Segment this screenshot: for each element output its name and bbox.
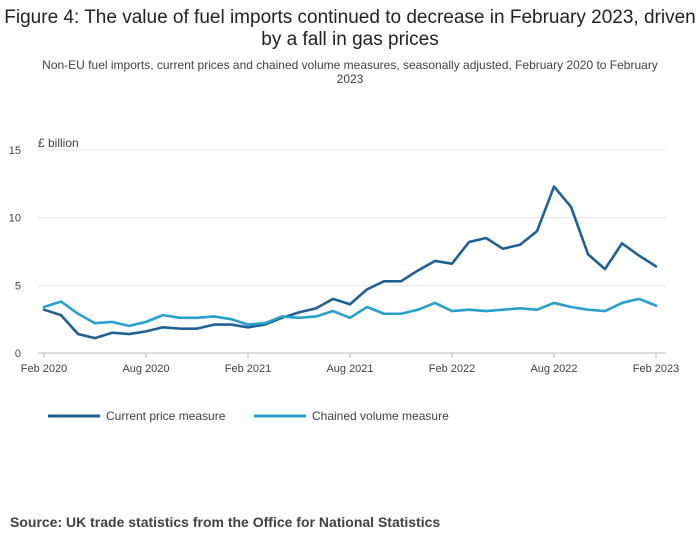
y-tick-label: 10 (9, 213, 21, 225)
source-note: Source: UK trade statistics from the Off… (10, 514, 441, 530)
x-tick-label: Feb 2023 (633, 363, 679, 375)
series-lines (42, 185, 658, 340)
x-axis: Feb 2020 Aug 2020 Feb 2021 Aug 2021 Feb 2022… (21, 353, 679, 375)
y-tick-label: 15 (9, 145, 21, 157)
y-axis-unit-label: £ billion (38, 136, 79, 150)
y-axis-ticks: 0 5 10 15 (9, 145, 21, 360)
grid (38, 149, 666, 354)
x-tick-label: Aug 2022 (530, 363, 577, 375)
legend: Current price measure Chained volume meas… (48, 409, 449, 423)
chart-title: Figure 4: The value of fuel imports cont… (4, 7, 696, 50)
x-tick-label: Aug 2021 (326, 363, 373, 375)
x-tick-label: Aug 2020 (122, 363, 169, 375)
y-tick-label: 0 (15, 348, 21, 360)
x-tick-label: Feb 2021 (225, 363, 271, 375)
series-line-current-price (42, 185, 658, 340)
x-tick-label: Feb 2020 (21, 363, 67, 375)
chart-subtitle: Non-EU fuel imports, current prices and … (42, 58, 658, 86)
legend-label: Chained volume measure (312, 409, 449, 423)
y-tick-label: 5 (15, 280, 21, 292)
legend-label: Current price measure (106, 409, 226, 423)
x-tick-label: Feb 2022 (429, 363, 475, 375)
series-line-chained-volume (42, 297, 658, 328)
